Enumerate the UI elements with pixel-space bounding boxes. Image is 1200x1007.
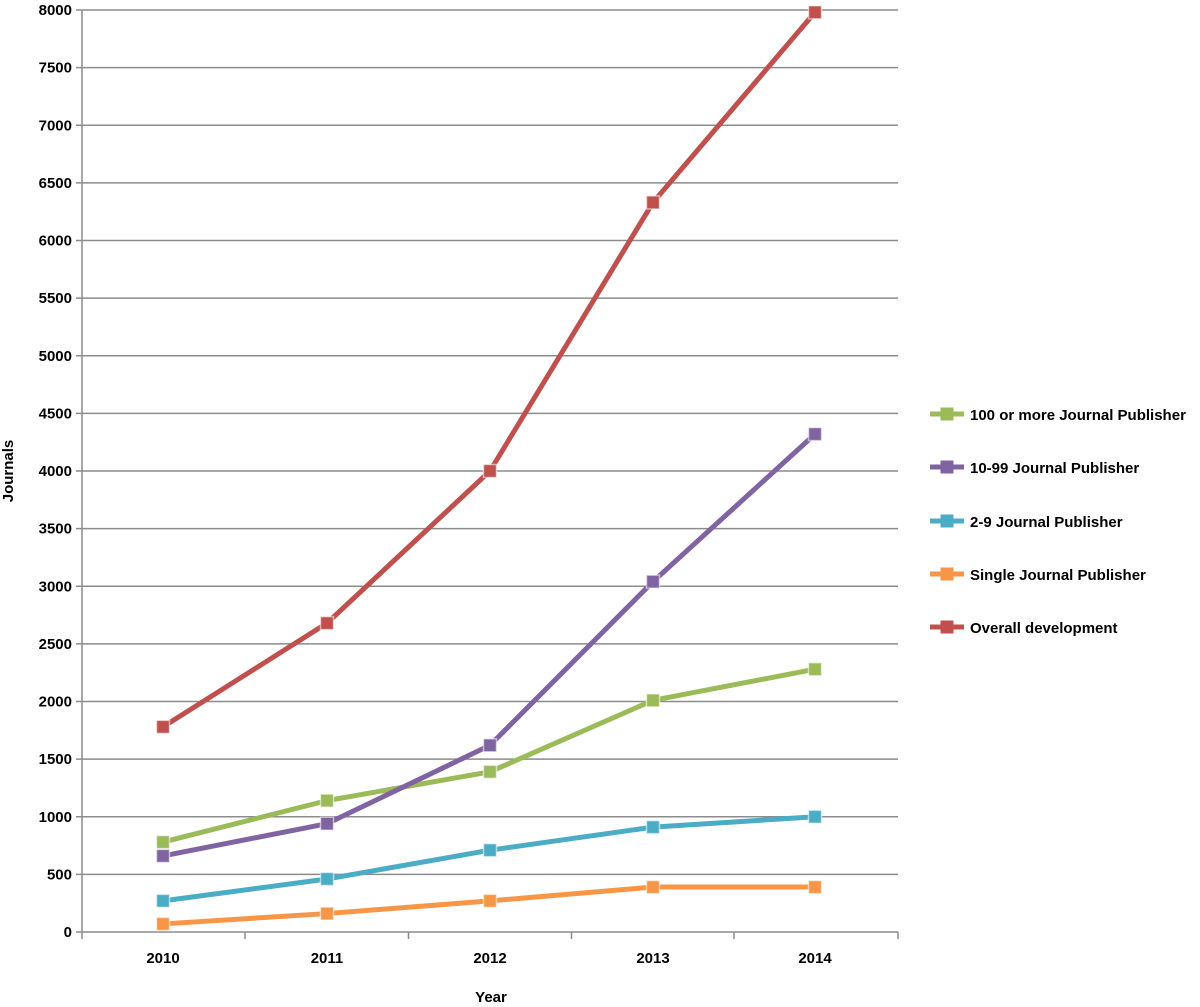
data-point xyxy=(155,893,171,909)
y-tick-label: 7500 xyxy=(39,60,72,77)
data-point xyxy=(155,916,171,932)
data-point xyxy=(319,816,335,831)
legend-swatch-marker xyxy=(940,407,954,421)
data-point xyxy=(645,195,661,210)
y-tick-label: 4500 xyxy=(39,405,72,422)
y-tick-label: 8000 xyxy=(39,2,72,19)
legend-item: Overall development xyxy=(930,620,1118,637)
series-lines xyxy=(155,5,823,932)
y-tick-label: 3500 xyxy=(39,521,72,538)
y-tick-label: 1500 xyxy=(39,751,72,768)
x-tick-label: 2013 xyxy=(636,950,669,967)
y-tick-labels: 0 500 1000 1500 2000 2500 3000 3500 4000 4500 5000… xyxy=(39,2,72,941)
legend-label: Overall development xyxy=(970,620,1118,637)
data-point xyxy=(645,693,661,708)
legend-swatch-marker xyxy=(940,514,954,528)
y-tick-label: 0 xyxy=(64,924,72,941)
data-point xyxy=(319,793,335,808)
y-tick-label: 6000 xyxy=(39,233,72,250)
y-tick-label: 7000 xyxy=(39,117,72,134)
series-single-journal-publisher xyxy=(155,879,823,932)
y-tick-label: 500 xyxy=(47,866,72,883)
gridlines xyxy=(76,9,898,933)
legend-swatch-marker xyxy=(940,567,954,581)
data-point xyxy=(807,879,823,895)
y-tick-label: 1000 xyxy=(39,809,72,826)
data-point xyxy=(807,426,823,442)
data-point xyxy=(482,738,498,753)
data-point xyxy=(482,463,498,479)
legend-item: 10-99 Journal Publisher xyxy=(930,460,1139,477)
data-point xyxy=(482,764,498,780)
series-10-99-journal-publisher xyxy=(155,426,823,864)
legend-item: 2-9 Journal Publisher xyxy=(930,514,1123,531)
data-point xyxy=(319,906,335,921)
y-tick-label: 5000 xyxy=(39,348,72,365)
legend-item: 100 or more Journal Publisher xyxy=(930,407,1186,424)
data-point xyxy=(807,809,823,824)
series-100-or-more-journal-publisher xyxy=(155,661,823,850)
x-tick-label: 2014 xyxy=(798,950,832,967)
data-point xyxy=(319,871,335,887)
y-tick-label: 2000 xyxy=(39,694,72,711)
data-point xyxy=(645,879,661,895)
data-point xyxy=(807,5,823,20)
x-tick-label: 2011 xyxy=(311,950,344,967)
series-line xyxy=(160,9,818,730)
x-tick-labels: 2010 2011 2012 2013 2014 xyxy=(146,950,832,967)
x-axis-title: Year xyxy=(475,989,507,1006)
legend-item: Single Journal Publisher xyxy=(930,567,1146,584)
legend-label: Single Journal Publisher xyxy=(970,567,1146,584)
legend-swatch-marker xyxy=(940,620,954,634)
y-tick-label: 4000 xyxy=(39,463,72,480)
data-point xyxy=(155,834,171,850)
data-point xyxy=(319,615,335,631)
legend-label: 2-9 Journal Publisher xyxy=(970,514,1123,531)
legend: 100 or more Journal Publisher 10-99 Journ… xyxy=(930,407,1186,637)
x-tick-label: 2012 xyxy=(473,950,506,967)
series-2-9-journal-publisher xyxy=(155,809,823,909)
legend-label: 10-99 Journal Publisher xyxy=(970,460,1139,477)
data-point xyxy=(155,719,171,735)
y-axis-title: Journals xyxy=(0,440,17,503)
axes xyxy=(81,10,899,939)
y-tick-label: 3000 xyxy=(39,578,72,595)
y-tick-label: 6500 xyxy=(39,175,72,192)
x-tick-label: 2010 xyxy=(146,950,179,967)
data-point xyxy=(807,661,823,677)
data-point xyxy=(155,848,171,864)
y-tick-label: 5500 xyxy=(39,290,72,307)
data-point xyxy=(482,842,498,858)
legend-label: 100 or more Journal Publisher xyxy=(970,407,1186,424)
data-point xyxy=(645,574,661,589)
legend-swatch-marker xyxy=(940,460,954,474)
y-tick-label: 2500 xyxy=(39,636,72,653)
series-overall-development xyxy=(155,5,823,735)
series-line xyxy=(160,431,818,859)
data-point xyxy=(645,819,661,835)
data-point xyxy=(482,893,498,909)
